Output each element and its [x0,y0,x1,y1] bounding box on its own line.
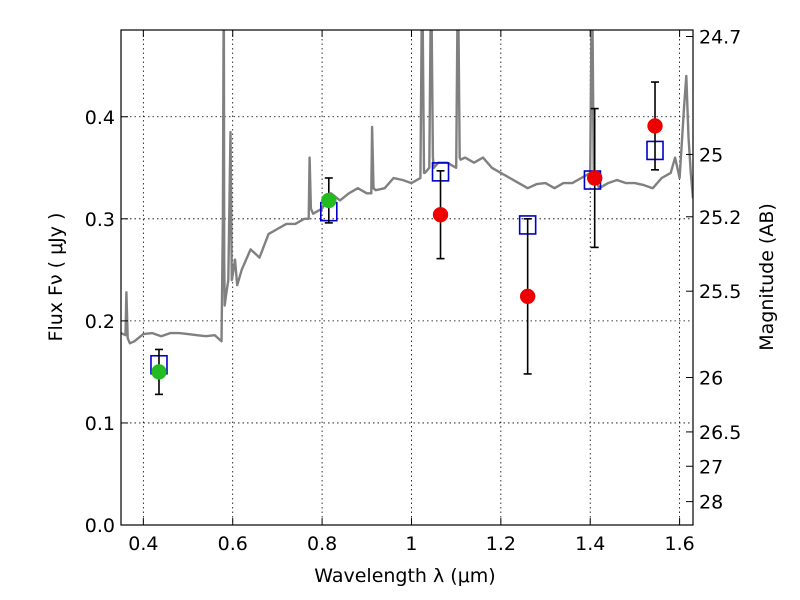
x-tick-label: 1.6 [664,533,694,555]
magnitude-tick-label: 27 [699,456,723,478]
observed-point-marker [321,192,337,209]
magnitude-tick-labels: 24.7 25 25.2 25.5 26 26.5 27 28 [699,27,741,514]
y-axis-label: Flux Fν ( μJy ) [45,213,67,342]
y-tick-label: 0.3 [85,209,115,231]
x-tick-label: 1.4 [575,533,605,555]
observed-point-marker [432,206,449,223]
axis-ticks [121,30,693,526]
x-tick-labels: 0.4 0.6 0.8 1 1.2 1.4 1.6 [128,533,694,555]
magnitude-tick-label: 24.7 [699,27,741,49]
x-tick-label: 1.2 [486,533,516,555]
y-tick-label: 0.4 [85,107,115,129]
observed-point-marker [151,364,167,380]
x-tick-label: 0.4 [128,533,158,555]
observed-point-marker [519,288,536,305]
y-tick-labels: 0.0 0.1 0.2 0.3 0.4 [85,107,115,537]
plot-frame [120,29,694,526]
magnitude-axis-label: Magnitude (AB) [756,203,778,351]
points-layer [150,81,664,396]
magnitude-tick-label: 25.5 [699,281,741,303]
magnitude-tick-label: 26.5 [699,422,741,444]
magnitude-tick-label: 26 [699,367,723,389]
y-tick-label: 0.2 [85,311,115,333]
x-axis-label: Wavelength λ (μm) [314,565,495,587]
y-tick-label: 0.0 [85,515,115,537]
magnitude-tick-label: 25 [699,144,723,166]
x-tick-label: 1 [405,533,417,555]
magnitude-tick-label: 28 [699,492,723,514]
y-tick-label: 0.1 [85,413,115,435]
x-tick-label: 0.8 [307,533,337,555]
observed-point-marker [586,170,603,186]
x-tick-label: 0.6 [218,533,248,555]
observed-point-marker [647,118,663,134]
magnitude-tick-label: 25.2 [699,207,741,229]
